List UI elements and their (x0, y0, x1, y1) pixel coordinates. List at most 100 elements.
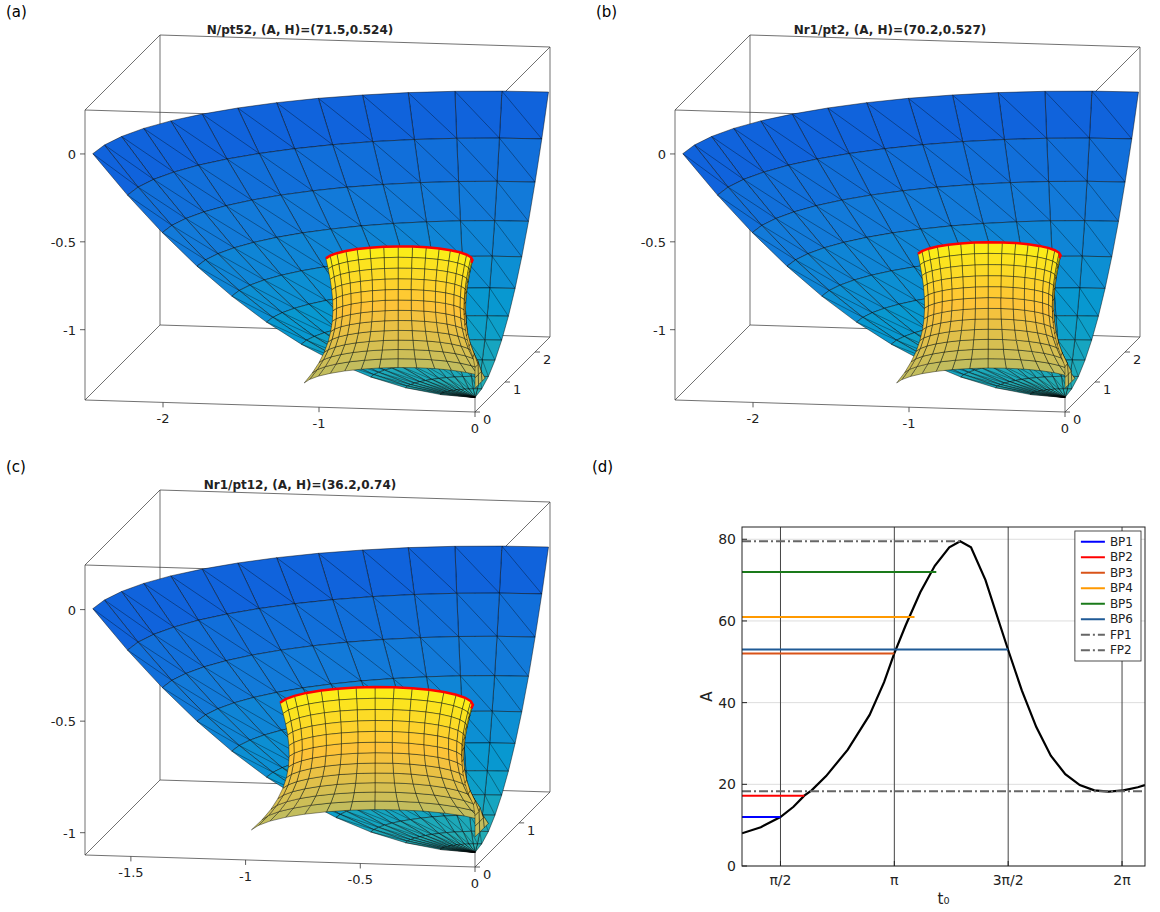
mesh-face (975, 265, 988, 277)
mesh-face (1001, 309, 1014, 320)
mesh-face (1056, 316, 1077, 340)
mesh-face (349, 271, 360, 283)
mesh-face (988, 319, 1002, 330)
mesh-face (962, 265, 975, 277)
mesh-face (940, 267, 951, 280)
tick-label: 0 (1061, 421, 1069, 436)
box-edge (1065, 337, 1140, 412)
tick (742, 784, 747, 785)
mesh-face (414, 138, 458, 182)
mesh-edge (1047, 138, 1087, 181)
box-edge (675, 400, 1065, 412)
mesh-face (232, 291, 273, 323)
mesh-face (339, 764, 357, 775)
mesh-face (348, 260, 360, 273)
mesh-face (1030, 394, 1065, 398)
mesh-face (251, 815, 268, 830)
mesh-face (424, 280, 436, 292)
mesh-face (326, 744, 342, 756)
mesh-edge (128, 195, 172, 225)
mesh-face (962, 309, 975, 320)
tick (80, 832, 85, 833)
mesh-face (128, 642, 172, 688)
mesh-face (385, 300, 398, 311)
mesh-face (411, 279, 424, 290)
mesh-face (934, 291, 942, 304)
mesh-face (1013, 288, 1024, 300)
grid-line (742, 784, 1145, 785)
mesh-edge (420, 183, 460, 221)
series-line (742, 795, 804, 797)
mesh-face (371, 258, 385, 270)
mesh-face (928, 293, 934, 306)
mesh-face (459, 636, 497, 676)
mesh-face (360, 312, 373, 324)
mesh-face (396, 792, 419, 802)
mesh-face (492, 221, 528, 257)
tick (894, 861, 895, 866)
mesh-face (341, 721, 358, 733)
mesh-edge (440, 395, 475, 398)
mesh-face (398, 340, 414, 350)
mesh-edge (408, 93, 457, 139)
mesh-face (325, 754, 341, 766)
mesh-face (411, 300, 424, 311)
tick (535, 352, 540, 353)
panel-title: Nr1/pt2, (A, H)=(70.2,0.527) (794, 23, 987, 37)
mesh-face (1025, 267, 1036, 280)
mesh-face (408, 546, 457, 594)
mesh-face (988, 287, 1001, 298)
tick (505, 382, 510, 383)
mesh-face (358, 721, 376, 732)
mesh-face (440, 849, 475, 853)
mesh-face (323, 700, 340, 713)
legend-swatch (1081, 556, 1105, 558)
mesh-face (411, 290, 424, 301)
mesh-face (975, 308, 988, 319)
mesh-face (975, 253, 989, 265)
mesh-edge (480, 831, 482, 844)
mesh-face (951, 266, 963, 278)
mesh-face (411, 311, 424, 322)
tick-label: 60 (718, 613, 736, 629)
mesh-edge (502, 91, 542, 139)
mesh-face (361, 301, 373, 313)
mesh-face (974, 329, 988, 340)
tick-label: -1 (239, 869, 252, 884)
mesh-edge (502, 546, 542, 594)
mesh-face (988, 298, 1001, 309)
tick-label: -0.5 (51, 714, 76, 729)
mesh-edge (1049, 182, 1085, 221)
mesh-face (385, 290, 398, 301)
mesh-face (460, 676, 494, 712)
legend-swatch (1081, 603, 1105, 605)
mesh-face (942, 289, 952, 302)
plot-frame (742, 527, 1145, 866)
panel-title: N/pt52, (A, H)=(71.5,0.524) (207, 23, 394, 37)
tick (80, 329, 85, 330)
tick-label: 2 (1133, 352, 1141, 367)
mesh-face (1001, 265, 1014, 277)
mesh-edge (466, 316, 485, 340)
mesh-face (446, 272, 456, 285)
mesh-edge (499, 138, 535, 182)
mesh-face (487, 743, 515, 771)
mesh-face (357, 710, 375, 722)
mesh-face (424, 723, 438, 736)
panel-letter: (c) (6, 458, 26, 476)
mesh-face (340, 753, 358, 764)
tick-label: 1 (527, 823, 535, 838)
mesh-face (1013, 298, 1025, 310)
mesh-face (958, 340, 974, 351)
mesh-face (487, 288, 515, 316)
tick (475, 412, 480, 413)
mesh-face (398, 300, 411, 311)
mesh-face (437, 736, 448, 749)
mesh-edge (420, 638, 460, 676)
tick (80, 153, 85, 154)
mesh-face (1049, 181, 1087, 221)
mesh-face (1047, 138, 1090, 181)
mesh-face (375, 773, 394, 783)
mesh-face (971, 349, 988, 359)
mesh-face (375, 763, 394, 773)
